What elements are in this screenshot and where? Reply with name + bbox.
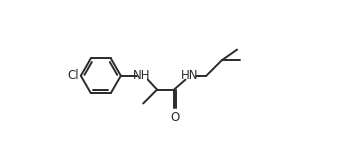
Text: Cl: Cl <box>67 69 79 82</box>
Text: O: O <box>171 111 180 124</box>
Text: HN: HN <box>180 69 198 82</box>
Text: NH: NH <box>133 69 150 82</box>
